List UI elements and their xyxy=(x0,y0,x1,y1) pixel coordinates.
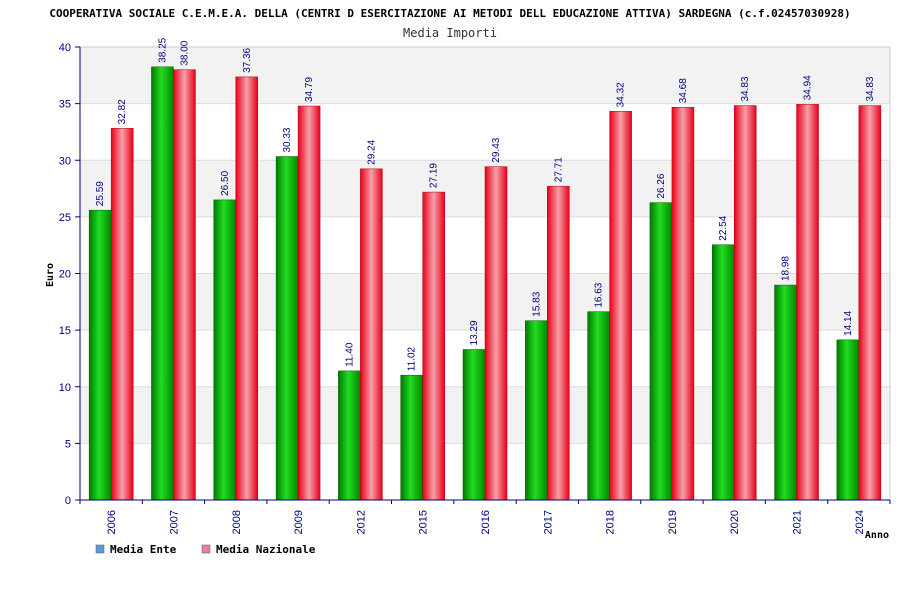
x-tick-label: 2017 xyxy=(542,510,554,534)
plot-band xyxy=(80,103,890,161)
bars: 25.59 32.82 38.25 38.00 26.50 37.36 30.33 34.79… xyxy=(88,37,882,501)
data-label: 14.14 xyxy=(843,310,854,335)
chart-title: COOPERATIVA SOCIALE C.E.M.E.A. DELLA (CE… xyxy=(49,7,850,20)
bar-media-nazionale-2016 xyxy=(484,166,508,501)
bar-media-nazionale-2020 xyxy=(733,105,757,501)
data-label: 32.82 xyxy=(117,99,128,124)
bar-media-ente-2012 xyxy=(338,370,361,501)
y-tick-label: 30 xyxy=(59,155,71,167)
y-tick-label: 25 xyxy=(59,212,71,224)
data-label: 26.50 xyxy=(220,170,231,195)
x-tick-label: 2024 xyxy=(854,510,866,534)
x-tick-label: 2019 xyxy=(667,510,679,534)
data-label: 34.32 xyxy=(616,82,627,107)
bar-media-ente-2020 xyxy=(711,244,735,501)
bar-media-nazionale-2021 xyxy=(796,104,819,501)
data-label: 34.83 xyxy=(740,76,751,101)
data-label: 34.94 xyxy=(803,75,814,100)
bar-media-ente-2015 xyxy=(400,374,423,501)
bar-media-ente-2016 xyxy=(462,349,486,501)
data-label: 29.24 xyxy=(366,139,377,164)
legend-label: Media Ente xyxy=(110,543,177,556)
bar-media-ente-2006 xyxy=(88,209,112,501)
bar-media-nazionale-2017 xyxy=(547,185,570,501)
y-tick-label: 15 xyxy=(59,325,71,337)
data-label: 30.33 xyxy=(282,127,293,152)
y-tick-label: 35 xyxy=(59,99,71,111)
bar-media-ente-2021 xyxy=(774,284,797,501)
data-label: 26.26 xyxy=(656,173,667,198)
data-label: 27.19 xyxy=(429,163,440,188)
legend: Media Ente Media Nazionale xyxy=(95,543,316,556)
data-label: 38.00 xyxy=(179,40,190,65)
plot-band xyxy=(80,47,890,104)
data-label: 18.98 xyxy=(781,256,792,281)
data-label: 15.83 xyxy=(531,291,542,316)
x-tick-label: 2016 xyxy=(480,510,492,534)
bar-media-ente-2017 xyxy=(525,320,548,501)
chart-subtitle: Media Importi xyxy=(403,26,497,40)
bar-media-nazionale-2007 xyxy=(173,69,196,501)
bar-media-ente-2019 xyxy=(649,202,673,501)
data-label: 16.63 xyxy=(594,282,605,307)
bar-media-nazionale-2015 xyxy=(422,191,445,501)
bar-media-nazionale-2012 xyxy=(360,168,383,501)
data-label: 29.43 xyxy=(491,137,502,162)
data-label: 11.02 xyxy=(407,346,418,371)
data-label: 34.83 xyxy=(865,76,876,101)
y-tick-label: 40 xyxy=(59,42,71,54)
data-label: 25.59 xyxy=(95,181,106,206)
data-label: 34.79 xyxy=(304,77,315,102)
y-tick-label: 20 xyxy=(59,269,71,281)
y-tick-label: 5 xyxy=(65,438,71,450)
x-tick-label: 2008 xyxy=(231,510,243,534)
data-label: 27.71 xyxy=(553,157,564,182)
bar-media-nazionale-2008 xyxy=(235,76,259,501)
bar-media-nazionale-2024 xyxy=(858,105,882,501)
y-axis-label: Euro xyxy=(45,263,56,287)
data-label: 13.29 xyxy=(469,320,480,345)
x-tick-label: 2007 xyxy=(168,510,180,534)
x-tick-label: 2006 xyxy=(106,510,118,534)
y-axis: 0 5 10 15 20 25 30 35 40 xyxy=(59,42,81,507)
data-label: 11.40 xyxy=(344,342,355,367)
data-label: 37.36 xyxy=(242,47,253,72)
x-tick-label: 2021 xyxy=(792,510,804,534)
y-tick-label: 0 xyxy=(65,495,71,507)
legend-swatch xyxy=(201,544,211,554)
bar-media-ente-2008 xyxy=(213,199,237,501)
bar-media-nazionale-2009 xyxy=(297,105,321,501)
bar-media-ente-2024 xyxy=(836,339,860,501)
x-tick-label: 2020 xyxy=(729,510,741,534)
legend-label: Media Nazionale xyxy=(216,543,316,556)
bar-media-nazionale-2018 xyxy=(609,111,632,501)
x-tick-label: 2012 xyxy=(355,510,367,534)
bar-media-ente-2018 xyxy=(587,311,610,501)
bar-media-ente-2009 xyxy=(275,156,299,501)
data-label: 34.68 xyxy=(678,78,689,103)
y-tick-label: 10 xyxy=(59,382,71,394)
bar-media-nazionale-2019 xyxy=(671,106,695,501)
bar-media-ente-2007 xyxy=(151,66,174,501)
data-label: 38.25 xyxy=(157,37,168,62)
x-axis: 2006 2007 2008 2009 2012 2015 2016 2017 2018 2019… xyxy=(79,499,891,534)
legend-swatch xyxy=(95,544,105,554)
x-tick-label: 2018 xyxy=(605,510,617,534)
data-label: 22.54 xyxy=(718,215,729,240)
x-tick-label: 2009 xyxy=(293,510,305,534)
x-tick-label: 2015 xyxy=(418,510,430,534)
x-axis-label: Anno xyxy=(865,530,889,541)
bar-media-nazionale-2006 xyxy=(110,128,134,501)
